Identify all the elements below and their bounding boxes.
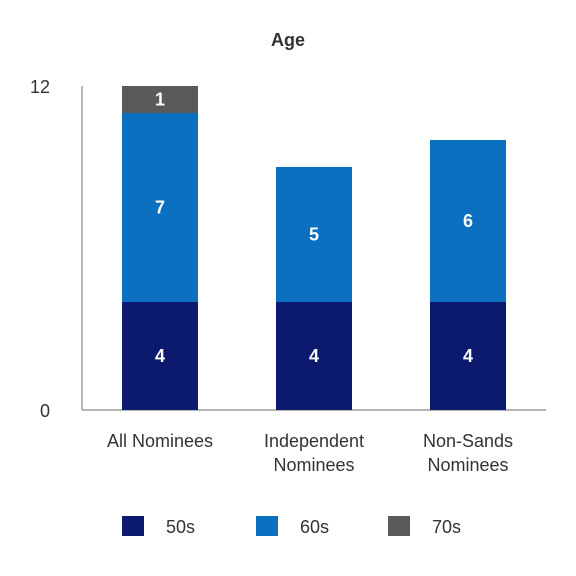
legend: 50s 60s 70s xyxy=(122,516,461,537)
category-label-line: Non-Sands xyxy=(423,431,513,451)
category-label: Independent Nominees xyxy=(264,431,364,475)
y-tick-label-min: 0 xyxy=(40,401,50,421)
bar-segment-60s-1 xyxy=(276,167,352,302)
bar-segment-60s-0 xyxy=(122,113,198,302)
legend-label: 60s xyxy=(300,517,329,537)
category-label-line: Independent xyxy=(264,431,364,451)
bar-value-label: 5 xyxy=(309,225,319,245)
bar-segment-50s-0 xyxy=(122,302,198,410)
legend-label: 50s xyxy=(166,517,195,537)
legend-swatch-50s xyxy=(122,516,144,536)
category-labels: All Nominees Independent NomineesNon-Sands… xyxy=(107,431,513,475)
bar-segment-60s-2 xyxy=(430,140,506,302)
bars-group: 4 7 1 4 5 4 6 xyxy=(122,86,506,410)
category-label-line: Nominees xyxy=(427,455,508,475)
bar-segment-70s-0 xyxy=(122,86,198,113)
bar-value-label: 4 xyxy=(463,346,473,366)
bar-segment-50s-1 xyxy=(276,302,352,410)
legend-swatch-70s xyxy=(388,516,410,536)
legend-label: 70s xyxy=(432,517,461,537)
bar-value-label: 4 xyxy=(155,346,165,366)
bar-value-label: 6 xyxy=(463,211,473,231)
bar-value-label: 4 xyxy=(309,346,319,366)
legend-swatch-60s xyxy=(256,516,278,536)
category-label: All Nominees xyxy=(107,431,213,451)
chart-title: Age xyxy=(271,30,305,50)
y-tick-label-max: 12 xyxy=(30,77,50,97)
bar-value-label: 7 xyxy=(155,198,165,218)
bar-segment-50s-2 xyxy=(430,302,506,410)
category-label: Non-Sands Nominees xyxy=(423,431,513,475)
category-label-line: All Nominees xyxy=(107,431,213,451)
bar-value-label: 1 xyxy=(155,90,165,110)
category-label-line: Nominees xyxy=(273,455,354,475)
